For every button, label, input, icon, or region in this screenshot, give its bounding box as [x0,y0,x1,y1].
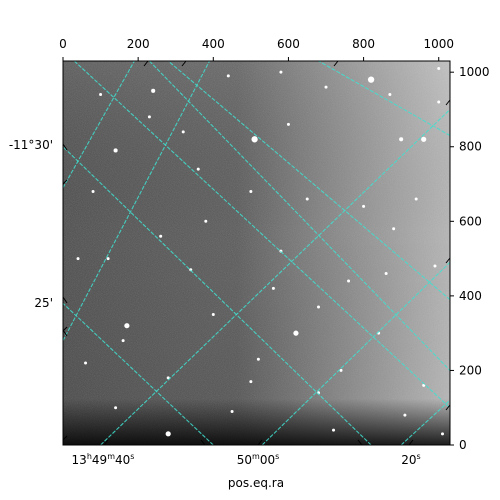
right-tick-label-3: 600 [459,214,482,228]
grid-line-b-4 [73,61,450,409]
right-tick-label-0: 0 [459,438,467,452]
star-51 [99,93,103,97]
star-50 [437,100,441,104]
star-1 [151,88,156,93]
star-49 [286,122,290,126]
right-tick-label-1: 200 [459,363,482,377]
right-tick-label-2: 400 [459,289,482,303]
star-23 [392,227,396,231]
dec-label-0: -11°30' [9,138,53,152]
star-48 [147,115,151,119]
star-26 [293,330,299,336]
right-tick-label-4: 800 [459,140,482,154]
plot-frame [62,60,451,446]
top-axis: 0 200 400 600 800 1000 [59,37,454,61]
star-6 [181,130,185,134]
star-15 [305,197,309,201]
star-5 [113,148,118,153]
world-ticks [62,60,451,446]
star-22 [347,279,351,283]
star-18 [91,189,95,193]
star-9 [388,93,392,97]
star-2 [251,136,258,143]
star-12 [279,70,283,74]
star-19 [106,257,110,261]
top-tick-label-2: 400 [202,37,225,51]
star-27 [121,339,125,343]
star-45 [204,219,208,223]
x-axis-label: pos.eq.ra [228,476,284,490]
star-46 [316,305,320,309]
star-24 [433,264,437,268]
star-4 [399,137,404,142]
ra-label-0: 13h49m40s [72,452,135,467]
dec-label-1: 25' [34,296,53,310]
grid-line-a-0 [63,61,211,341]
sky-image [63,61,450,445]
star-3 [421,136,427,142]
star-34 [230,409,234,413]
star-8 [324,85,328,89]
star-10 [437,66,441,70]
right-axis: 0 200 400 600 800 1000 [450,65,490,452]
star-16 [362,204,366,208]
top-tick-label-3: 600 [277,37,300,51]
grid-line-a-2 [100,109,450,445]
grid-line-a-3 [261,261,450,445]
stars-layer [76,66,444,437]
star-36 [403,413,407,417]
star-13 [196,167,200,171]
grid-line-a-5 [149,61,450,371]
grid-line-a-4 [400,399,450,445]
star-42 [84,361,88,365]
grid-line-b-2 [167,61,450,301]
star-25 [124,323,130,329]
top-tick-label-0: 0 [59,37,67,51]
ra-label-1: 50m00s [237,452,280,467]
star-43 [271,286,275,290]
star-37 [440,432,444,436]
grid-line-a-1 [63,61,135,189]
star-14 [249,189,253,193]
top-tick-label-5: 1000 [423,37,454,51]
star-0 [367,76,375,83]
star-17 [414,197,418,201]
star-29 [256,357,260,361]
star-28 [211,313,215,317]
right-tick-label-5: 1000 [459,65,490,79]
grid-line-b-3 [318,61,450,137]
top-tick-label-4: 800 [352,37,375,51]
top-tick-label-1: 200 [127,37,150,51]
star-41 [76,257,80,261]
star-40 [339,368,343,372]
star-7 [226,74,230,78]
grid-line-b-0 [63,302,214,445]
star-11 [159,234,163,238]
star-39 [249,380,253,384]
star-47 [384,272,388,276]
coordinate-grid [63,61,450,445]
star-38 [165,431,171,437]
star-44 [332,428,336,432]
star-33 [114,406,118,410]
ra-label-2: 20s [401,452,420,467]
